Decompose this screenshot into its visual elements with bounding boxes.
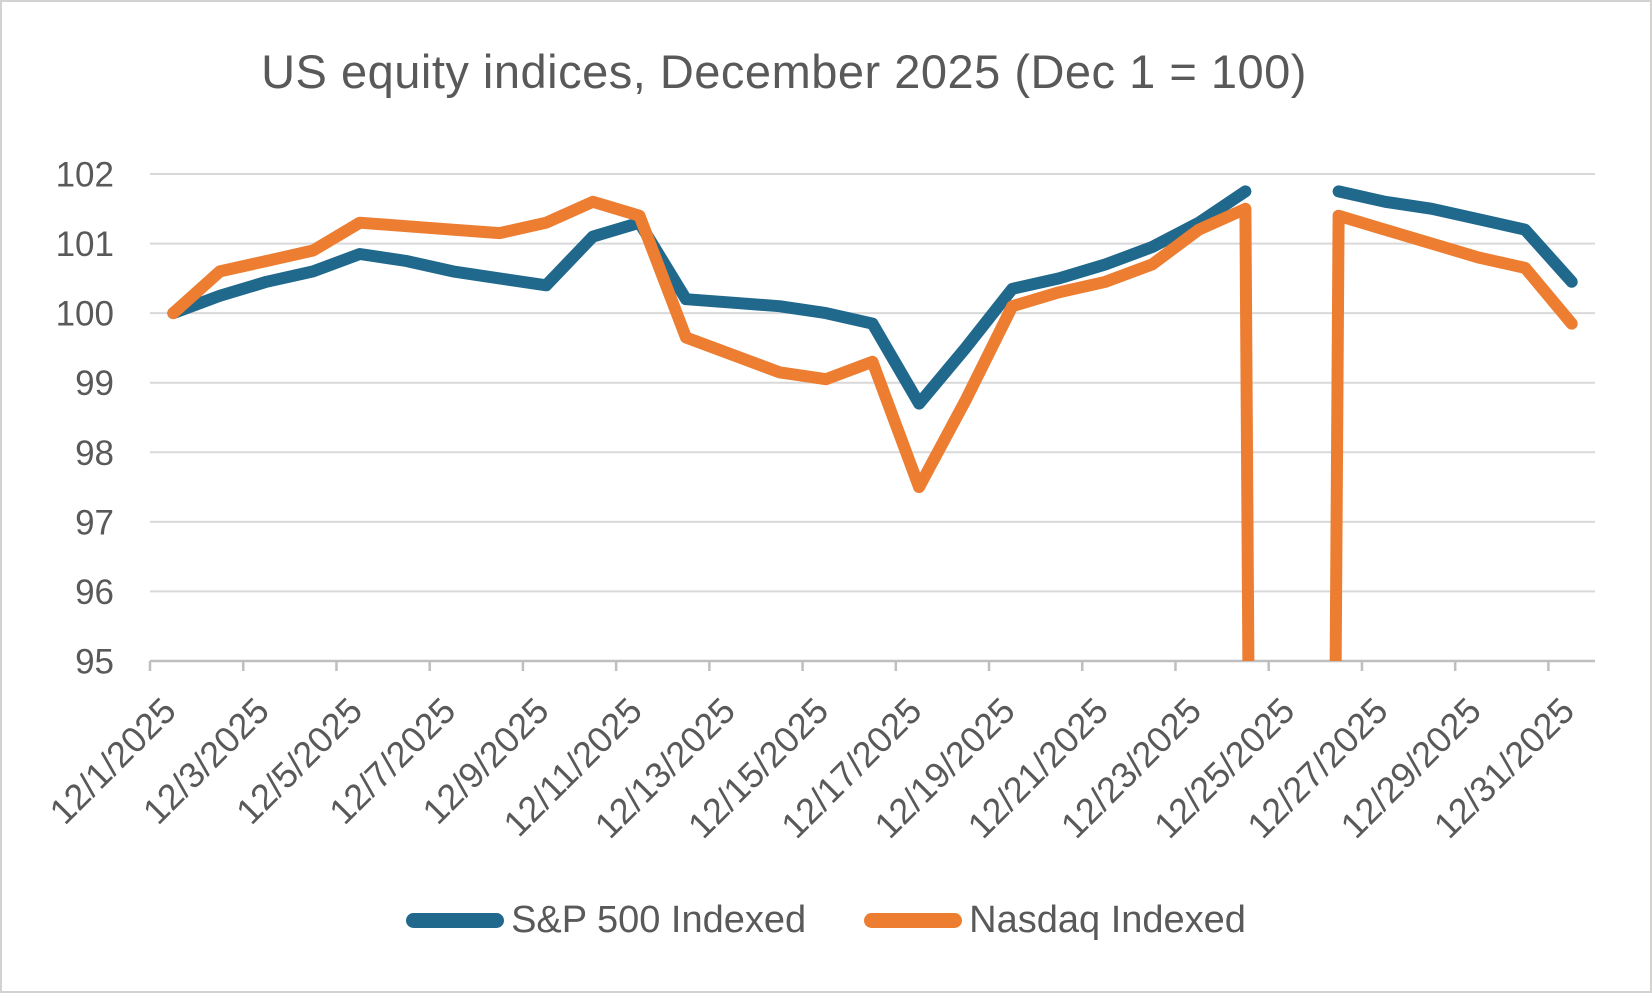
chart-title: US equity indices, December 2025 (Dec 1 … (261, 45, 1307, 98)
y-axis-label: 101 (56, 225, 114, 264)
sp500-line-swatch-icon (406, 913, 505, 928)
y-axis-label: 97 (75, 503, 114, 542)
x-axis-tick-labels: 12/1/202512/3/202512/5/202512/7/202512/9… (41, 690, 1582, 846)
x-axis (148, 659, 1595, 671)
nasdaq-line-swatch-icon (864, 913, 963, 928)
line-segment (1332, 185, 1578, 288)
y-gridlines (150, 173, 1595, 593)
chart-legend: S&P 500 Indexed Nasdaq Indexed (2, 899, 1650, 942)
line-segment (167, 185, 1252, 410)
series-line-sp500 (167, 185, 1578, 410)
series-line-nasdaq (167, 195, 1578, 661)
y-axis-label: 102 (56, 156, 114, 195)
y-axis-label: 95 (75, 643, 114, 682)
legend-label-nasdaq: Nasdaq Indexed (969, 899, 1246, 941)
y-axis-label: 99 (75, 364, 114, 403)
legend-item-nasdaq: Nasdaq Indexed (864, 899, 1246, 942)
legend-label-sp500: S&P 500 Indexed (511, 899, 807, 941)
legend-item-sp500: S&P 500 Indexed (406, 899, 806, 942)
y-axis-tick-labels: 95 96 97 98 99 100 101 102 (56, 156, 114, 682)
y-axis-label: 98 (75, 434, 114, 473)
y-axis-label: 96 (75, 573, 114, 612)
line-segment (167, 195, 1578, 661)
y-axis-label: 100 (56, 295, 114, 334)
